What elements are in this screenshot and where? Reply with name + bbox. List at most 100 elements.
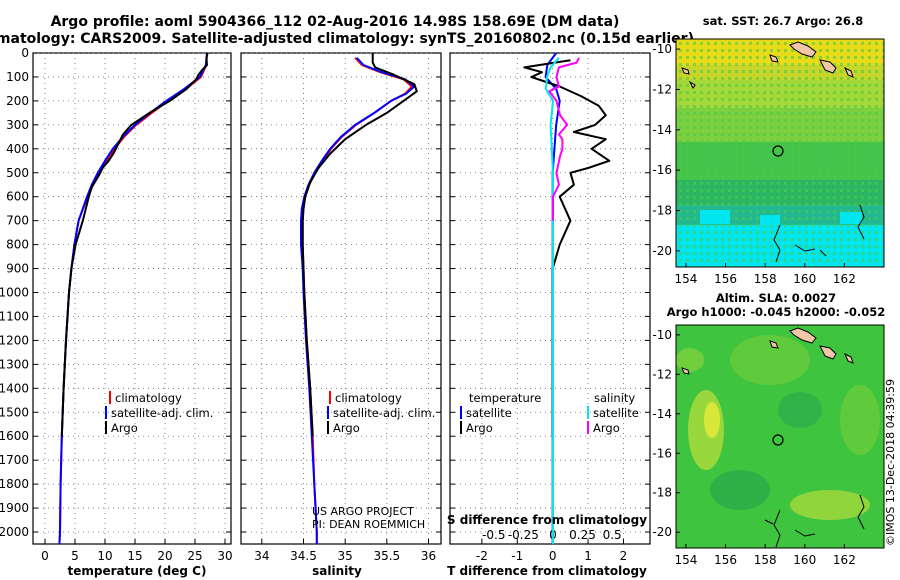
depth-axis-ticks: 0 100 200 300 400 500 600 700 800 900 1000 1100 1200…	[0, 46, 650, 539]
map-y-tick-label: -16	[652, 163, 672, 177]
legend-label-satellite: satellite-adj. clim.	[333, 406, 435, 420]
x-tick-label: -1	[511, 549, 523, 563]
sla-map-subtitle: Argo h1000: -0.045 h2000: -0.052	[667, 305, 886, 319]
x-tick-label: 30	[217, 549, 232, 563]
depth-tick-label: 1100	[0, 309, 29, 323]
x-tick-label: 1	[584, 549, 592, 563]
map-y-tick-label: -10	[652, 42, 672, 56]
legend-label-t-satellite: satellite	[466, 406, 512, 420]
legend-label-climatology: climatology	[335, 391, 402, 405]
figure-title-line2: Climatology: CARS2009. Satellite-adjuste…	[0, 31, 694, 47]
series-line	[301, 53, 418, 437]
depth-tick-label: 1000	[0, 286, 29, 300]
map-x-tick-label: 154	[674, 272, 697, 286]
sla-map-title: Altim. SLA: 0.0027	[716, 291, 836, 305]
x-tick-label: 36	[421, 549, 436, 563]
map-x-tick-label: 158	[754, 553, 777, 567]
s-difference-axis-label: S difference from climatology	[447, 513, 647, 527]
depth-tick-label: 200	[6, 94, 29, 108]
depth-tick-label: 900	[6, 262, 29, 276]
temperature-plot-frame	[32, 52, 232, 545]
depth-tick-label: 600	[6, 190, 29, 204]
depth-tick-label: 1400	[0, 381, 29, 395]
x-tick-label: 34.5	[290, 549, 317, 563]
map-y-tick-label: -16	[652, 446, 672, 460]
x-tick-label: 25	[187, 549, 202, 563]
map-y-tick-label: -18	[652, 486, 672, 500]
imos-timestamp: ©IMOS 13-Dec-2018 04:39:59	[884, 379, 897, 546]
difference-legend: temperature satellite Argo salinity sate…	[460, 391, 639, 435]
x-tick-label: 0	[549, 549, 557, 563]
depth-tick-label: 1600	[0, 429, 29, 443]
legend-label-t-argo: Argo	[466, 421, 493, 435]
sst-map	[676, 39, 884, 267]
map-x-tick-label: 156	[714, 272, 737, 286]
map-x-tick-label: 160	[793, 272, 816, 286]
map-y-tick-label: -12	[652, 367, 672, 381]
x-axis-ticks: 0 5 10 15 20 25 30 34 34.5 35 35.5 36 -2 -1 0 1 2 -0.5 -0.…	[41, 528, 627, 563]
series-line	[60, 53, 209, 437]
temperature-axis-label: temperature (deg C)	[68, 564, 207, 578]
legend-label-argo: Argo	[333, 421, 360, 435]
map-y-tick-label: -12	[652, 82, 672, 96]
x-tick-label: 2	[620, 549, 628, 563]
x-tick-label: 15	[127, 549, 142, 563]
map-y-tick-label: -20	[652, 525, 672, 539]
depth-tick-label: 500	[6, 166, 29, 180]
project-note-line2: PI: DEAN ROEMMICH	[312, 518, 425, 531]
salinity-plot-frame	[240, 52, 442, 545]
depth-tick-label: 800	[6, 238, 29, 252]
salinity-axis-label: salinity	[312, 564, 362, 578]
depth-tick-label: 400	[6, 142, 29, 156]
panel-1-series	[300, 53, 418, 544]
s-tick-label: -0.25	[508, 528, 539, 542]
legend-heading-temperature: temperature	[469, 391, 541, 405]
x-tick-label: 5	[71, 549, 79, 563]
x-tick-label: 10	[97, 549, 112, 563]
x-tick-label: 35	[338, 549, 353, 563]
map-x-tick-label: 158	[754, 272, 777, 286]
profile-lines	[58, 53, 611, 544]
sla-map-frame	[675, 324, 885, 549]
legend-label-s-argo: Argo	[593, 421, 620, 435]
t-difference-axis-label: T difference from climatology	[447, 564, 647, 578]
depth-tick-label: 1300	[0, 357, 29, 371]
legend-heading-salinity: salinity	[594, 391, 635, 405]
series-line	[523, 59, 611, 437]
legend-label-s-satellite: satellite	[593, 406, 639, 420]
s-tick-label: 0.5	[603, 528, 622, 542]
map-x-tick-label: 154	[674, 553, 697, 567]
depth-tick-label: 1900	[0, 501, 29, 515]
sla-map-profile-marker	[772, 434, 784, 446]
sla-map-ticks: 154 156 158 160 162 -10 -12 -14 -16 -18 -20	[652, 328, 855, 567]
map-x-tick-label: 162	[833, 553, 856, 567]
x-tick-label: 35.5	[373, 549, 400, 563]
map-x-tick-label: 156	[714, 553, 737, 567]
depth-tick-label: 700	[6, 214, 29, 228]
x-tick-label: 34	[254, 549, 269, 563]
project-note-line1: US ARGO PROJECT	[312, 505, 414, 518]
sst-map-title: sat. SST: 26.7 Argo: 26.8	[703, 14, 863, 28]
map-y-tick-label: -14	[652, 123, 672, 137]
x-tick-label: -2	[476, 549, 488, 563]
series-line	[58, 53, 208, 544]
s-tick-label: 0.25	[569, 528, 596, 542]
map-y-tick-label: -10	[652, 328, 672, 342]
temperature-legend: climatology satellite-adj. clim. Argo	[105, 391, 213, 435]
depth-tick-label: 0	[21, 46, 29, 60]
series-line	[548, 57, 580, 221]
map-y-tick-label: -20	[652, 244, 672, 258]
depth-tick-label: 1500	[0, 405, 29, 419]
panel-2-series	[523, 53, 611, 544]
sla-map	[676, 325, 884, 548]
series-line	[544, 57, 560, 544]
map-y-tick-label: -14	[652, 407, 672, 421]
depth-tick-label: 1800	[0, 477, 29, 491]
depth-tick-label: 2000	[0, 525, 29, 539]
map-x-tick-label: 162	[833, 272, 856, 286]
x-tick-label: 20	[157, 549, 172, 563]
depth-tick-label: 1200	[0, 333, 29, 347]
x-tick-label: 0	[41, 549, 49, 563]
salinity-legend: climatology satellite-adj. clim. Argo	[327, 391, 435, 435]
